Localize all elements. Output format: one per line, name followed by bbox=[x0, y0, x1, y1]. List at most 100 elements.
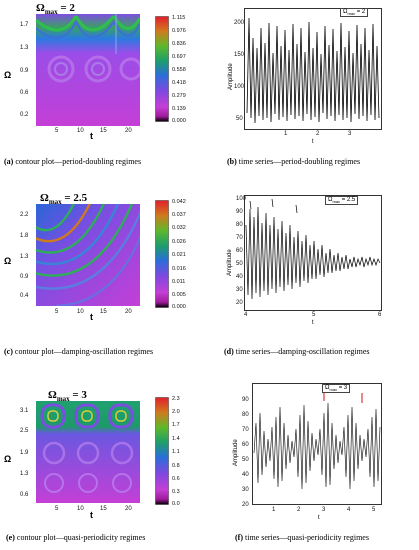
panel-c-cbtick: 0.005 bbox=[172, 292, 186, 298]
panel-f-ytick: 30 bbox=[242, 487, 249, 493]
panel-c-ytick: 2.2 bbox=[20, 212, 29, 218]
panel-f-ytick: 70 bbox=[242, 427, 249, 433]
panel-e-xlabel: t bbox=[90, 510, 93, 520]
panel-e-cbtick: 1.4 bbox=[172, 436, 180, 442]
panel-a-ytick: 0.9 bbox=[20, 68, 29, 74]
panel-b-legend: Ωmax = 2 bbox=[340, 8, 369, 18]
panel-c-ytick: 0.4 bbox=[20, 293, 29, 299]
panel-c-xtick: 15 bbox=[100, 309, 107, 315]
panel-e-ytick: 3.1 bbox=[20, 408, 29, 414]
panel-a-xtick: 15 bbox=[100, 128, 107, 134]
panel-e-colorbar bbox=[155, 397, 169, 505]
panel-c-ylabel: Ω bbox=[4, 256, 12, 266]
panel-a-xtick: 20 bbox=[125, 128, 132, 134]
panel-d-ytick: 30 bbox=[236, 287, 243, 293]
panel-e-contour bbox=[36, 401, 140, 503]
panel-a-cbtick: 0.697 bbox=[172, 54, 186, 60]
panel-a-xtick: 10 bbox=[77, 128, 84, 134]
panel-c-cbtick: 0.032 bbox=[172, 225, 186, 231]
panel-c-cbtick: 0.026 bbox=[172, 239, 186, 245]
panel-f-xtick: 5 bbox=[372, 507, 376, 513]
panel-a-colorbar bbox=[155, 16, 169, 122]
panel-d-ytick: 70 bbox=[236, 235, 243, 241]
panel-e-cbtick: 0.3 bbox=[172, 489, 180, 495]
panel-f-xtick: 2 bbox=[297, 507, 301, 513]
panel-d-xlabel: t bbox=[312, 320, 314, 326]
panel-f-xtick: 4 bbox=[347, 507, 351, 513]
panel-a-cbtick: 0.418 bbox=[172, 80, 186, 86]
panel-b-plot bbox=[244, 8, 382, 130]
panel-c-colorbar bbox=[155, 200, 169, 308]
panel-e-ytick: 2.5 bbox=[20, 428, 29, 434]
panel-d-ytick: 40 bbox=[236, 274, 243, 280]
panel-c-cbtick: 0.042 bbox=[172, 199, 186, 205]
panel-a-cbtick: 0.139 bbox=[172, 106, 186, 112]
panel-a-ylabel: Ω bbox=[4, 70, 12, 80]
panel-c-contour bbox=[36, 204, 140, 306]
panel-d-ytick: 90 bbox=[236, 209, 243, 215]
panel-c-cbtick: 0.000 bbox=[172, 304, 186, 310]
panel-a-contour bbox=[36, 14, 140, 126]
panel-e-ylabel: Ω bbox=[4, 454, 12, 464]
panel-c-xtick: 10 bbox=[77, 309, 84, 315]
panel-c-cbtick: 0.037 bbox=[172, 212, 186, 218]
panel-d-xtick: 6 bbox=[378, 312, 382, 318]
panel-d-ytick: 100 bbox=[236, 196, 247, 202]
panel-f-ytick: 20 bbox=[242, 502, 249, 508]
panel-d-caption: (d) time series—damping-oscillation regi… bbox=[224, 347, 370, 356]
panel-c-caption: (c) contour plot—damping-oscillation reg… bbox=[4, 347, 154, 356]
panel-f-ytick: 50 bbox=[242, 457, 249, 463]
panel-f-xtick: 3 bbox=[322, 507, 326, 513]
panel-b-caption: (b) time series—period-doubling regimes bbox=[227, 157, 361, 166]
panel-a-cbtick: 0.279 bbox=[172, 93, 186, 99]
panel-e-ytick: 1.3 bbox=[20, 471, 29, 477]
panel-c-cbtick: 0.021 bbox=[172, 252, 186, 258]
panel-e-cbtick: 1.7 bbox=[172, 422, 180, 428]
panel-f-plot bbox=[252, 383, 382, 505]
panel-b-ytick: 150 bbox=[234, 52, 245, 58]
panel-a-ytick: 0.6 bbox=[20, 90, 29, 96]
panel-d-ylabel: Amplitude bbox=[227, 249, 233, 276]
panel-a-title: Ωmax = 2 bbox=[36, 2, 75, 17]
panel-f-ytick: 80 bbox=[242, 412, 249, 418]
panel-c-ytick: 1.8 bbox=[20, 233, 29, 239]
panel-c-title: Ωmax = 2.5 bbox=[40, 192, 88, 207]
panel-a-cbtick: 0.836 bbox=[172, 41, 186, 47]
panel-a-cbtick: 0.000 bbox=[172, 118, 186, 124]
panel-f-caption: (f) time series—quasi-periodicity regime… bbox=[235, 533, 369, 542]
panel-f-legend: Ωmax = 3 bbox=[322, 384, 351, 394]
panel-b-ytick: 200 bbox=[234, 20, 245, 26]
panel-c-xtick: 20 bbox=[125, 309, 132, 315]
panel-c-ytick: 1.3 bbox=[20, 254, 29, 260]
panel-d-ytick: 50 bbox=[236, 261, 243, 267]
panel-e-cbtick: 0.8 bbox=[172, 463, 180, 469]
panel-d-ytick: 60 bbox=[236, 248, 243, 254]
panel-c-xtick: 5 bbox=[55, 309, 59, 315]
panel-a-ytick: 0.2 bbox=[20, 112, 29, 118]
panel-e-xtick: 20 bbox=[125, 506, 132, 512]
panel-f-ytick: 40 bbox=[242, 472, 249, 478]
panel-c-ytick: 0.9 bbox=[20, 274, 29, 280]
panel-e-cbtick: 2.3 bbox=[172, 396, 180, 402]
panel-e-cbtick: 0.6 bbox=[172, 476, 180, 482]
panel-e-cbtick: 0.0 bbox=[172, 501, 180, 507]
panel-b-xtick: 3 bbox=[348, 131, 352, 137]
panel-b-ytick: 50 bbox=[236, 116, 243, 122]
panel-a-cbtick: 0.558 bbox=[172, 67, 186, 73]
panel-a-cbtick: 0.976 bbox=[172, 28, 186, 34]
panel-b-xlabel: t bbox=[312, 139, 314, 145]
panel-b-xtick: 1 bbox=[284, 131, 288, 137]
panel-f-ytick: 60 bbox=[242, 442, 249, 448]
panel-c-xlabel: t bbox=[90, 312, 93, 322]
panel-d-legend: Ωmax = 2.5 bbox=[325, 196, 359, 206]
panel-e-ytick: 0.6 bbox=[20, 492, 29, 498]
panel-a-cbtick: 1.115 bbox=[172, 15, 186, 21]
panel-f-xtick: 1 bbox=[272, 507, 276, 513]
panel-d-xtick: 5 bbox=[312, 312, 316, 318]
panel-d-ytick: 20 bbox=[236, 300, 243, 306]
panel-a-ytick: 1.7 bbox=[20, 22, 29, 28]
panel-e-xtick: 15 bbox=[100, 506, 107, 512]
panel-d-plot bbox=[244, 195, 382, 311]
panel-f-ylabel: Amplitude bbox=[233, 439, 239, 466]
panel-b-xtick: 2 bbox=[316, 131, 320, 137]
